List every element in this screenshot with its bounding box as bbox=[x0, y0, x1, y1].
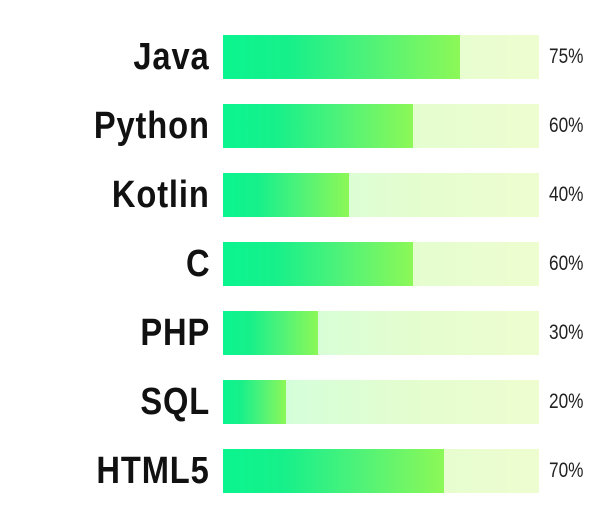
bar bbox=[223, 173, 349, 217]
value-label: 60% bbox=[549, 114, 584, 137]
category-label: PHP bbox=[140, 312, 210, 354]
bar-row: C 60% bbox=[0, 242, 608, 286]
category-label: Java bbox=[133, 36, 210, 78]
bar bbox=[223, 449, 444, 493]
value-label: 75% bbox=[549, 45, 584, 68]
bar-row: HTML5 70% bbox=[0, 449, 608, 493]
bar bbox=[223, 242, 413, 286]
category-label: SQL bbox=[140, 381, 210, 423]
category-label: C bbox=[185, 243, 210, 285]
category-label: HTML5 bbox=[96, 450, 210, 492]
value-label: 60% bbox=[549, 252, 584, 275]
bar-track bbox=[223, 449, 539, 493]
bar bbox=[223, 35, 460, 79]
bar-row: SQL 20% bbox=[0, 380, 608, 424]
bar bbox=[223, 311, 318, 355]
bar-track bbox=[223, 242, 539, 286]
value-label: 30% bbox=[549, 321, 584, 344]
category-label: Python bbox=[94, 105, 210, 147]
bar-track bbox=[223, 311, 539, 355]
value-label: 20% bbox=[549, 390, 584, 413]
category-label: Kotlin bbox=[112, 174, 210, 216]
bar-track bbox=[223, 380, 539, 424]
bar-row: PHP 30% bbox=[0, 311, 608, 355]
bar-track bbox=[223, 35, 539, 79]
bar bbox=[223, 380, 286, 424]
bar-row: Python 60% bbox=[0, 104, 608, 148]
bar-track bbox=[223, 173, 539, 217]
bar bbox=[223, 104, 413, 148]
bar-row: Java 75% bbox=[0, 35, 608, 79]
bar-row: Kotlin 40% bbox=[0, 173, 608, 217]
value-label: 40% bbox=[549, 183, 584, 206]
bar-track bbox=[223, 104, 539, 148]
value-label: 70% bbox=[549, 459, 584, 482]
